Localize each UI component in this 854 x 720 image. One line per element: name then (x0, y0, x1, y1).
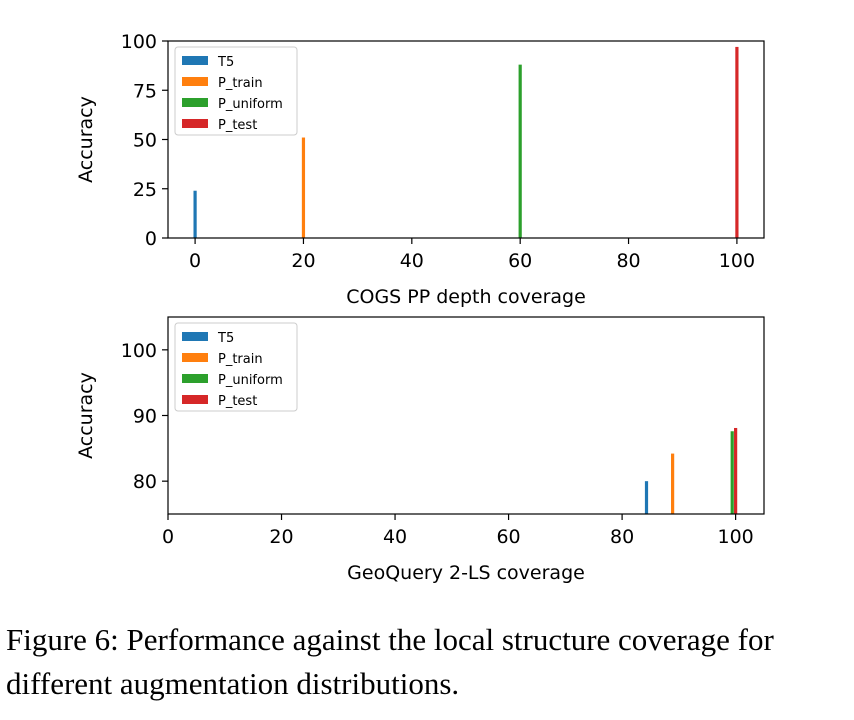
bar-t5 (644, 481, 649, 514)
x-tick-label: 20 (291, 250, 315, 272)
bar-p-test (735, 46, 739, 238)
bar-t5 (193, 190, 197, 238)
x-tick-label: 60 (508, 250, 532, 272)
y-tick-label: 75 (133, 80, 157, 102)
legend-swatch (182, 98, 208, 107)
y-tick-label: 100 (121, 31, 157, 53)
legend-label: P_train (218, 76, 263, 91)
figure-caption: Figure 6: Performance against the local … (6, 622, 774, 701)
y-tick-label: 50 (133, 130, 157, 152)
bar-p-test (734, 427, 738, 514)
legend: T5 P_train P_uniform P_test (174, 322, 298, 412)
y-tick-label: 100 (121, 340, 157, 362)
legend-label: P_uniform (218, 373, 283, 388)
y-tick-label: 80 (133, 471, 157, 493)
y-tick-label: 25 (133, 179, 157, 201)
legend-swatch (182, 353, 208, 362)
legend-box (174, 322, 298, 412)
x-tick-label: 60 (496, 526, 520, 548)
bar-p-train (301, 137, 306, 238)
y-tick-label: 90 (133, 406, 157, 428)
legend-swatch (182, 374, 208, 383)
bar-p-uniform (518, 64, 522, 238)
legend-label: P_test (218, 118, 257, 133)
x-tick-label: 80 (610, 526, 634, 548)
legend-label: P_uniform (218, 97, 283, 112)
x-tick-label: 100 (719, 250, 755, 272)
x-tick-label: 0 (189, 250, 201, 272)
legend-swatch (182, 395, 208, 404)
chart-panel-2: 0 20 40 60 80 100 80 90 100 GeoQuery 2-LS coverag… (75, 316, 765, 584)
x-tick-label: 40 (383, 526, 407, 548)
legend-label: P_train (218, 352, 263, 367)
x-axis-label: COGS PP depth coverage (346, 286, 586, 308)
legend-label: P_test (218, 394, 257, 409)
legend: T5 P_train P_uniform P_test (174, 46, 298, 136)
legend-swatch (182, 56, 208, 65)
x-tick-label: 100 (717, 526, 753, 548)
y-axis-label: Accuracy (75, 372, 97, 459)
figure: 0 20 40 60 80 100 0 25 50 75 100 COGS PP depth cove… (75, 31, 765, 584)
y-axis-label: Accuracy (75, 96, 97, 183)
x-tick-label: 80 (616, 250, 640, 272)
legend-box (174, 46, 298, 136)
x-tick-label: 40 (400, 250, 424, 272)
legend-label: T5 (217, 55, 234, 70)
legend-swatch (182, 332, 208, 341)
chart-panel-1: 0 20 40 60 80 100 0 25 50 75 100 COGS PP depth cove… (75, 31, 765, 308)
legend-swatch (182, 77, 208, 86)
x-tick-label: 20 (269, 526, 293, 548)
bar-p-uniform (730, 431, 734, 514)
bar-p-train (671, 453, 675, 514)
legend-label: T5 (217, 331, 234, 346)
legend-swatch (182, 119, 208, 128)
x-axis-label: GeoQuery 2-LS coverage (347, 562, 585, 584)
y-tick-label: 0 (145, 228, 157, 250)
x-tick-label: 0 (162, 526, 174, 548)
